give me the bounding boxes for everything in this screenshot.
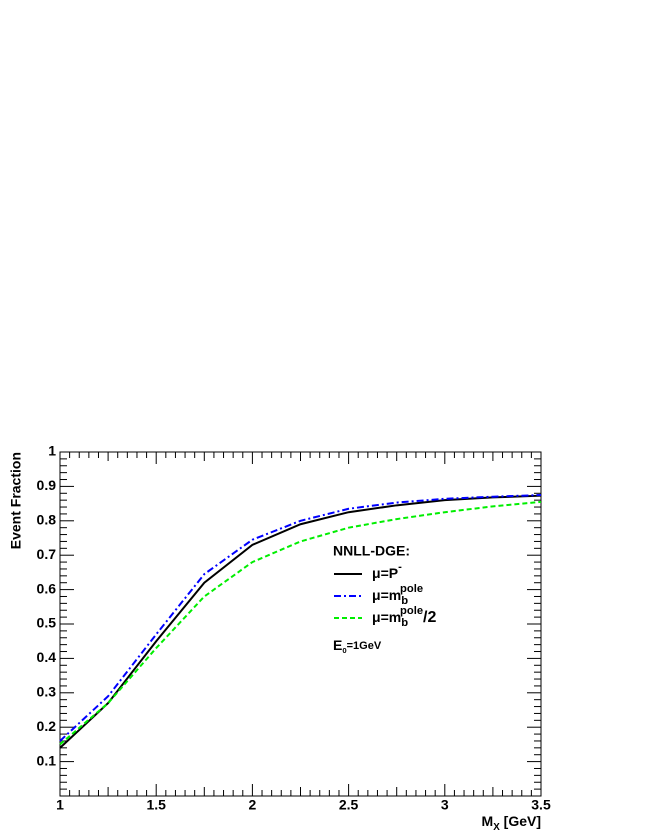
x-tick-label: 1.5 <box>146 797 166 813</box>
label-text: μ=m <box>372 587 401 603</box>
y-tick-label: 1 <box>48 443 56 459</box>
legend-label: μ=mbpole <box>372 583 423 607</box>
label-tail: /2 <box>423 609 436 626</box>
label-sup: pole <box>400 605 423 617</box>
label-sub: X <box>493 822 500 833</box>
series-line <box>59 494 542 742</box>
label-tail: [GeV] <box>500 813 541 829</box>
y-tick-label: 0.6 <box>37 580 57 596</box>
label-sup: pole <box>400 583 423 595</box>
x-tick-label: 2 <box>249 797 257 813</box>
label-text: μ=m <box>372 609 401 625</box>
y-tick-label: 0.7 <box>37 546 57 562</box>
y-tick-label: 0.3 <box>37 684 57 700</box>
label-sub: b <box>401 595 408 607</box>
label-sub: 0 <box>342 646 346 655</box>
series-line <box>59 500 542 746</box>
y-tick-label: 0.2 <box>37 718 57 734</box>
series-line <box>59 494 542 749</box>
y-tick-label: 0.9 <box>37 477 57 493</box>
y-axis-label: Event Fraction <box>8 452 24 549</box>
x-tick-label: 3 <box>441 797 449 813</box>
x-tick-label: 2.5 <box>339 797 359 813</box>
label-tail: =1GeV <box>347 640 382 652</box>
y-tick-label: 0.4 <box>37 649 57 665</box>
y-tick-label: 0.8 <box>37 512 57 528</box>
plot-frame <box>59 451 542 797</box>
label-text: μ=P <box>372 565 398 581</box>
y-tick-label: 0.1 <box>37 752 57 768</box>
legend-label: μ=mbpole/2 <box>372 605 436 629</box>
label-sup: - <box>398 561 402 573</box>
label-sub: b <box>401 617 408 629</box>
legend-title: NNLL-DGE: <box>333 543 410 559</box>
legend-label: μ=P- <box>372 561 402 581</box>
annotation: E0=1GeV <box>333 637 382 655</box>
y-tick-label: 0.5 <box>37 615 57 631</box>
x-axis-label: MX [GeV] <box>482 813 541 833</box>
label-text: E <box>333 637 342 653</box>
label-text: M <box>482 813 494 829</box>
x-tick-label: 1 <box>56 797 64 813</box>
x-tick-label: 3.5 <box>531 797 551 813</box>
